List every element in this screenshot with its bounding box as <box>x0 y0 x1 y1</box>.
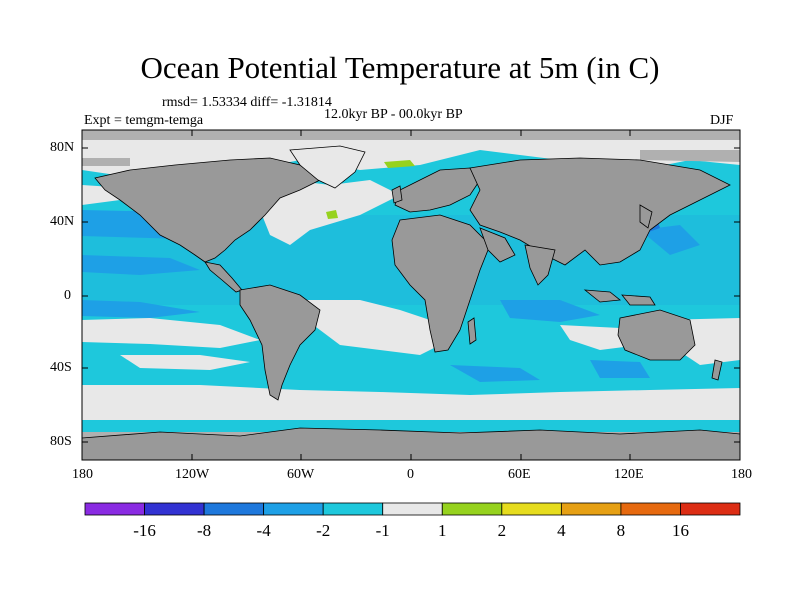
colorbar-label: 8 <box>616 521 626 540</box>
indonesia <box>583 289 622 303</box>
india <box>524 244 556 286</box>
axis-ticks <box>82 130 740 460</box>
colorbar-swatch <box>501 502 562 516</box>
colorbar-swatch <box>263 502 324 516</box>
colorbar-label: -16 <box>133 521 156 540</box>
colorbar-swatch <box>144 502 205 516</box>
colorbar-swatch <box>560 502 622 516</box>
lat-label-40n: 40N <box>50 214 75 229</box>
central-america <box>204 261 243 293</box>
colorbar-label: 16 <box>671 521 689 540</box>
colorbar-label: -8 <box>196 521 212 540</box>
lon-label-60e: 60E <box>508 467 531 482</box>
period-label: 12.0kyr BP - 00.0kyr BP <box>324 107 463 122</box>
arabian-peninsula <box>479 227 516 263</box>
lat-label-80s: 80S <box>50 434 72 449</box>
colorbar-swatch <box>322 502 384 516</box>
land-masses <box>82 145 740 460</box>
lon-label-0: 0 <box>407 467 414 482</box>
map-title: Ocean Potential Temperature at 5m (in C) <box>140 50 660 85</box>
africa <box>391 214 491 353</box>
colorbar-swatch <box>620 502 681 516</box>
australia <box>617 309 696 361</box>
south-america <box>239 284 321 401</box>
lat-label-80n: 80N <box>50 140 75 155</box>
lon-label-180e: 180 <box>731 467 752 482</box>
lon-label-180w: 180 <box>72 467 93 482</box>
colorbar-label: -2 <box>316 521 331 540</box>
lat-label-40s: 40S <box>50 360 72 375</box>
colorbar-label: 1 <box>438 521 447 540</box>
antarctica <box>82 427 740 460</box>
madagascar <box>467 317 477 345</box>
colorbar <box>84 502 741 516</box>
new-zealand <box>711 359 723 381</box>
colorbar-swatch <box>84 502 145 516</box>
british-isles <box>391 185 403 204</box>
colorbar-swatch <box>441 502 503 516</box>
colorbar-swatch <box>382 502 443 516</box>
lat-label-0: 0 <box>64 288 71 303</box>
colorbar-label: 4 <box>557 521 566 540</box>
stats-text: rmsd= 1.53334 diff= -1.31814 <box>162 95 332 110</box>
colorbar-swatch <box>203 502 265 516</box>
asia <box>469 157 731 266</box>
greenland <box>289 145 366 189</box>
lon-label-60w: 60W <box>287 467 315 482</box>
japan <box>639 204 653 229</box>
colorbar-label: -4 <box>256 521 271 540</box>
new-guinea <box>621 294 656 306</box>
season-label: DJF <box>710 113 734 128</box>
lon-label-120w: 120W <box>175 467 210 482</box>
colorbar-label: -1 <box>375 521 390 540</box>
lon-label-120e: 120E <box>614 467 644 482</box>
colorbar-swatch <box>680 502 741 516</box>
colorbar-label: 2 <box>497 521 507 540</box>
north-america <box>94 157 321 263</box>
experiment-label: Expt = temgm-temga <box>84 113 204 128</box>
ocean-warm-patches <box>326 160 415 219</box>
